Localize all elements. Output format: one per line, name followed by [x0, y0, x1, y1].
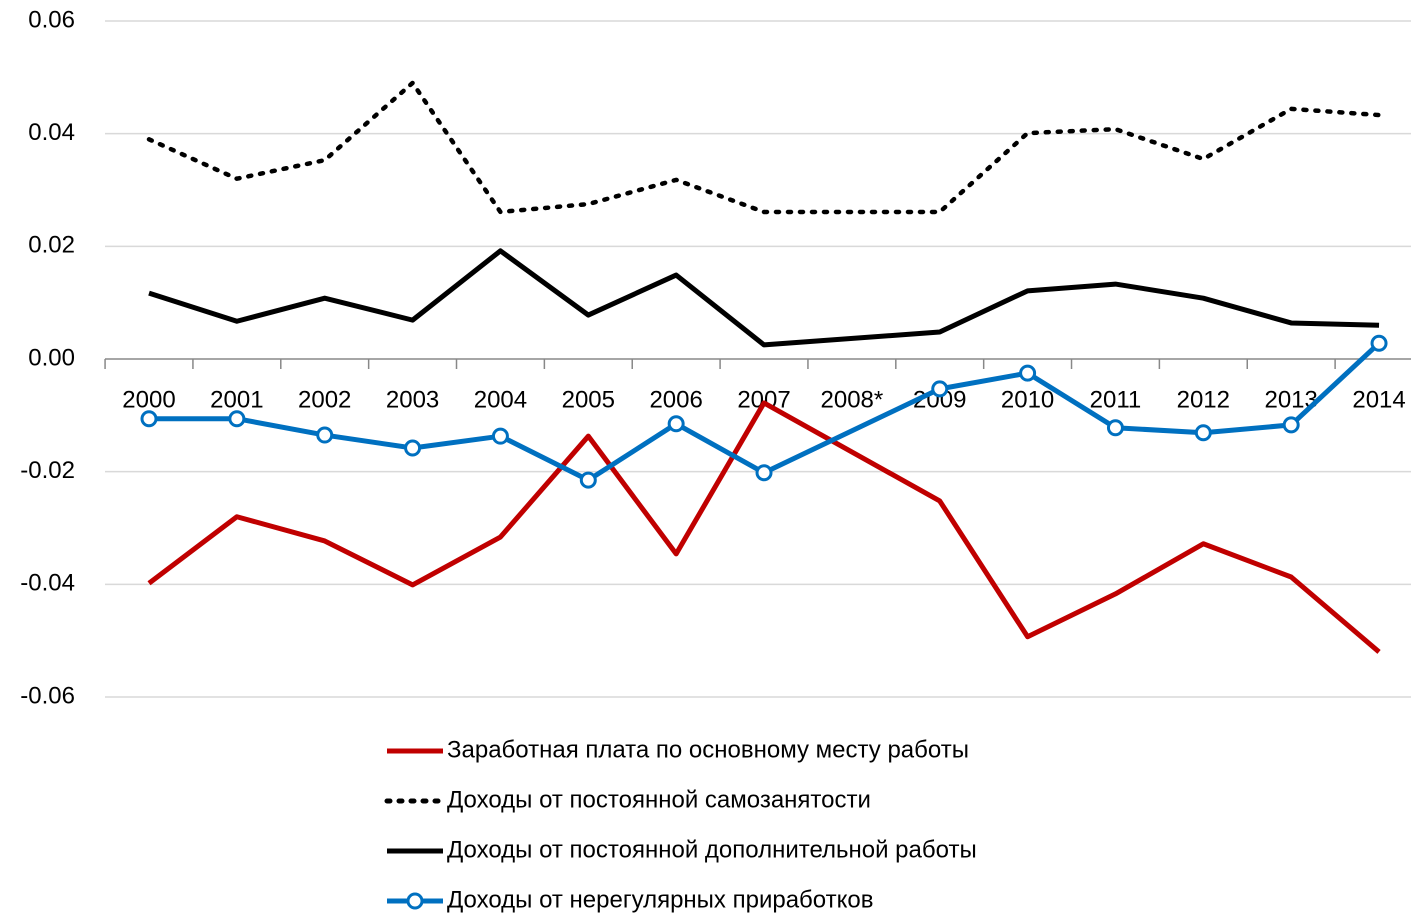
x-tick-label: 2000 — [122, 386, 175, 413]
legend-label: Доходы от постоянной дополнительной рабо… — [447, 836, 977, 863]
x-tick-label: 2011 — [1090, 386, 1142, 413]
series-marker — [1194, 424, 1212, 442]
x-tick-label: 2006 — [649, 386, 702, 413]
series-marker — [1282, 416, 1300, 434]
y-tick-label: -0.02 — [20, 457, 75, 484]
legend-label: Доходы от нерегулярных приработков — [447, 886, 873, 913]
series-marker — [667, 415, 685, 433]
x-tick-label: 2003 — [386, 386, 439, 413]
y-tick-label: -0.06 — [20, 682, 75, 709]
series-line — [146, 80, 1382, 215]
x-tick-label: 2002 — [298, 386, 351, 413]
legend-label: Заработная плата по основному месту рабо… — [447, 736, 969, 763]
series-line — [148, 248, 1380, 348]
series-marker — [755, 464, 773, 482]
x-tick-label: 2005 — [562, 386, 615, 413]
legend-marker — [406, 892, 424, 910]
series-marker — [579, 471, 597, 489]
x-tick-label: 2004 — [474, 386, 527, 413]
series-marker — [228, 410, 246, 428]
series-marker — [1106, 419, 1124, 437]
series-marker — [1370, 334, 1388, 352]
series-line — [149, 341, 1381, 483]
x-tick-label: 2001 — [210, 386, 263, 413]
y-tick-label: 0.06 — [28, 6, 75, 33]
series-marker — [316, 426, 334, 444]
series-marker — [1019, 364, 1037, 382]
y-tick-label: 0.02 — [28, 232, 75, 259]
y-tick-label: -0.04 — [20, 570, 75, 597]
x-tick-label: 2007 — [737, 386, 790, 413]
x-tick-label: 2010 — [1001, 386, 1054, 413]
x-tick-label: 2012 — [1177, 386, 1230, 413]
y-tick-label: 0.00 — [28, 344, 75, 371]
series-line — [147, 400, 1381, 654]
y-tick-label: 0.04 — [28, 119, 75, 146]
series-marker — [404, 439, 422, 457]
legend-label: Доходы от постоянной самозанятости — [447, 786, 871, 813]
x-tick-label: 2008* — [821, 386, 884, 413]
series-marker — [491, 427, 509, 445]
series-marker — [931, 380, 949, 398]
series-marker — [140, 410, 158, 428]
x-tick-label: 2014 — [1352, 386, 1405, 413]
